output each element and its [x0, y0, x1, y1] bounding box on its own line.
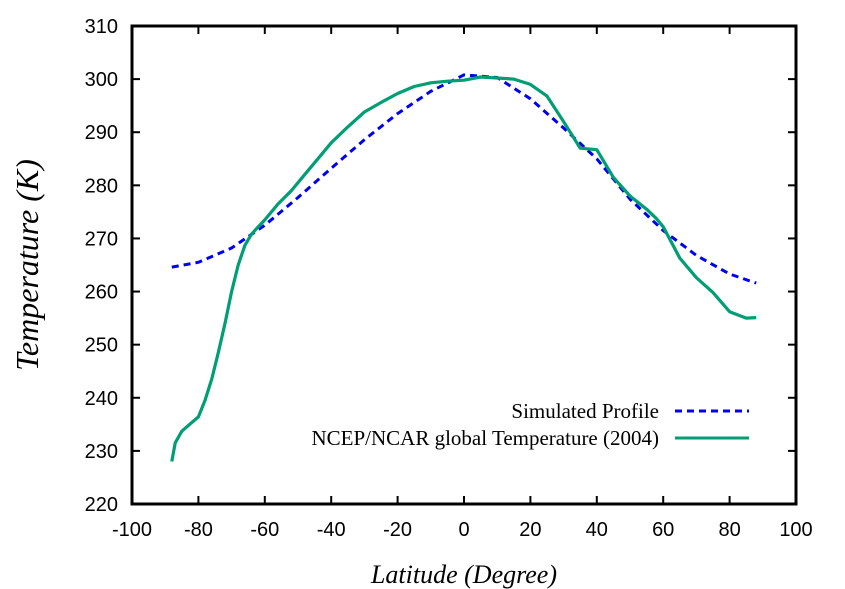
- y-tick-label: 250: [85, 335, 118, 357]
- x-tick-label: 80: [718, 519, 740, 541]
- y-tick-label: 310: [85, 16, 118, 38]
- y-tick-label: 280: [85, 175, 118, 197]
- series-line-simulated-profile: [171, 73, 757, 285]
- x-tick-label: 100: [779, 519, 812, 541]
- legend: Simulated Profile NCEP/NCAR global Tempe…: [311, 399, 749, 450]
- y-tick-label: 300: [85, 69, 118, 91]
- x-tick-label: 60: [652, 519, 674, 541]
- y-tick-label: 240: [85, 388, 118, 410]
- x-tick-label: 40: [586, 519, 608, 541]
- x-tick-label: -40: [317, 519, 346, 541]
- y-axis-title: Temperature (K): [9, 159, 45, 371]
- x-tick-label: -60: [250, 519, 279, 541]
- x-tick-label: 0: [458, 519, 469, 541]
- x-tick-label: -80: [184, 519, 213, 541]
- x-tick-label: 20: [519, 519, 541, 541]
- y-tick-label: 220: [85, 494, 118, 516]
- legend-label-simulated-profile: Simulated Profile: [511, 399, 659, 423]
- y-tick-label: 260: [85, 282, 118, 304]
- legend-label-ncep-ncar: NCEP/NCAR global Temperature (2004): [311, 426, 659, 450]
- y-tick-label: 270: [85, 228, 118, 250]
- x-tick-label: -100: [112, 519, 152, 541]
- x-axis-title: Latitude (Degree): [370, 560, 557, 589]
- axis-ticks: [132, 26, 796, 504]
- y-tick-label: 230: [85, 441, 118, 463]
- axis-tick-labels: -100 -80 -60 -40 -20 0 20 40 60 80 100 220 230 240 250…: [85, 16, 813, 541]
- series-line-ncep-ncar: [170, 75, 757, 462]
- x-tick-label: -20: [383, 519, 412, 541]
- series-lines: [170, 73, 757, 462]
- y-tick-label: 290: [85, 122, 118, 144]
